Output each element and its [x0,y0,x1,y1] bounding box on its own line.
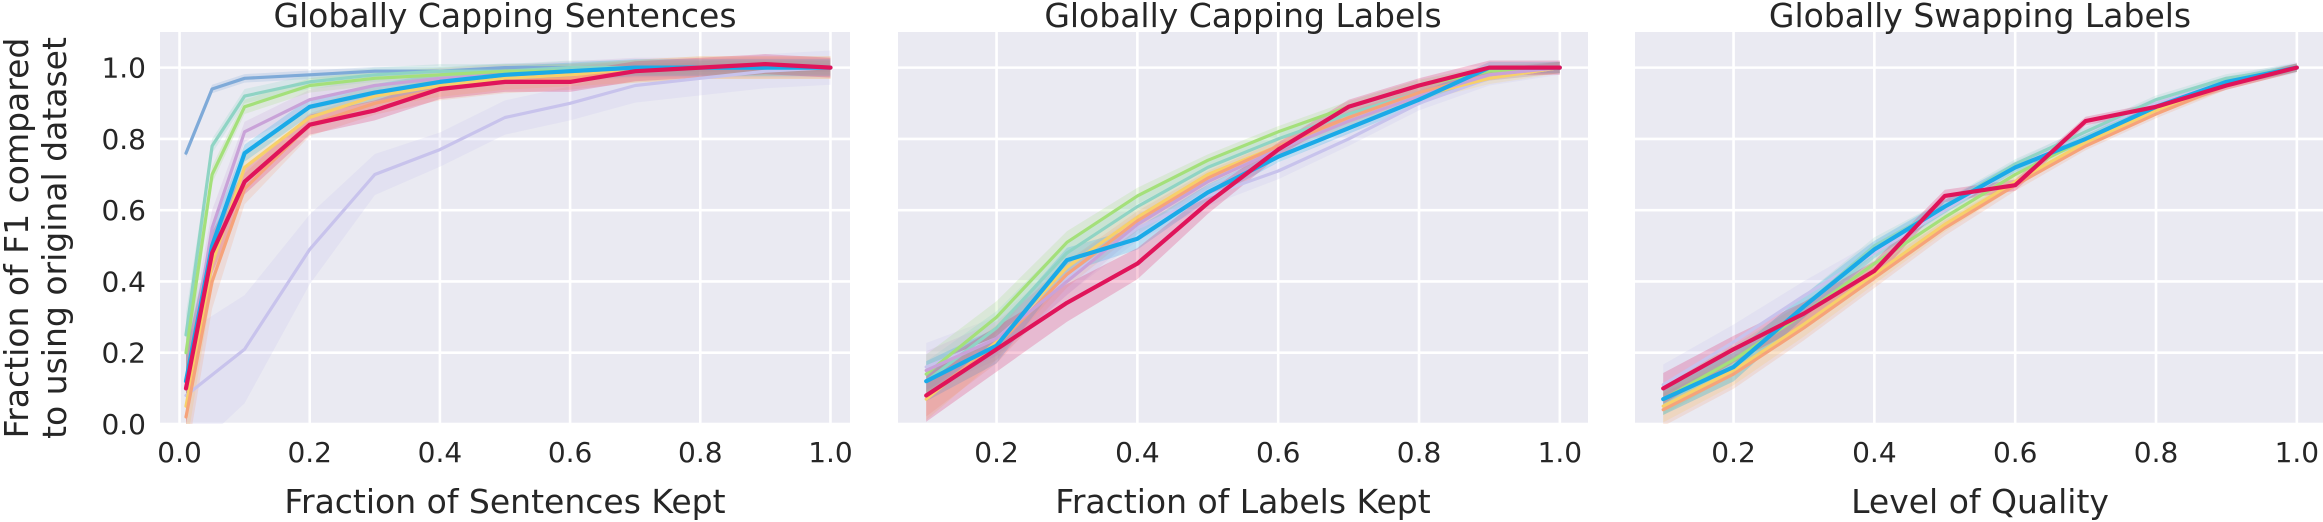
panel-title: Globally Capping Labels [1044,0,1441,35]
confidence-band [1663,63,2297,416]
x-tick-label: 0.2 [1711,436,1756,469]
x-tick-label: 0.8 [1397,436,1442,469]
x-tick-label: 1.0 [1538,436,1583,469]
confidence-band [926,61,1560,390]
series-line [183,61,833,391]
panel-2: 0.2 0.4 0.6 0.8 1.0 Globally Capping Labels Fr… [898,0,1588,521]
x-tick-label: 0.4 [1115,436,1160,469]
x-tick-label: 0.2 [287,436,332,469]
y-tick-label: 0.4 [101,265,146,298]
panel-3: 0.2 0.4 0.6 0.8 1.0 Globally Swapping Labels L… [1635,0,2323,521]
confidence-band [1663,63,2297,424]
y-tick-label: 0.2 [101,337,146,370]
x-axis-title: Fraction of Labels Kept [1055,482,1430,521]
series-line [1661,65,2299,412]
panel-title: Globally Capping Sentences [273,0,736,35]
x-tick-label: 0.6 [1256,436,1301,469]
x-tick-label: 0.4 [1852,436,1897,469]
y-axis-title-line2: to using original dataset [35,37,74,439]
series-line [1661,65,2299,391]
x-tick-label: 1.0 [2275,436,2320,469]
series-group [183,50,833,424]
x-tick-label: 1.0 [808,436,853,469]
y-tick-label: 0.8 [101,123,146,156]
y-tick-label: 1.0 [101,52,146,85]
panels: 0.0 0.2 0.4 0.6 0.8 1.0 0.0 0.2 0.4 0.6 0.8 1.0 Glob… [101,0,2323,521]
series-group [924,60,1562,422]
panel-1: 0.0 0.2 0.4 0.6 0.8 1.0 0.0 0.2 0.4 0.6 0.8 1.0 Glob… [101,0,852,521]
x-tick-label: 0.6 [1993,436,2038,469]
x-tick-label: 0.8 [678,436,723,469]
confidence-band [186,50,831,424]
x-axis-title: Level of Quality [1851,482,2109,521]
series-line [924,65,1562,398]
y-tick-label: 0.0 [101,408,146,441]
x-tick-label: 0.8 [2134,436,2179,469]
series-line [184,65,833,398]
confidence-band [1663,63,2297,416]
x-tick-label: 0.6 [548,436,593,469]
x-tick-label: 0.0 [157,436,202,469]
confidence-band [1663,63,2297,423]
x-tick-label: 0.4 [418,436,463,469]
confidence-band [186,60,831,357]
plot-area [898,32,1588,424]
y-tick-label: 0.6 [101,194,146,227]
confidence-band [926,60,1560,391]
x-axis-title: Fraction of Sentences Kept [284,482,725,521]
grid-lines [160,32,850,426]
y-axis-title-line1: Fraction of F1 compared [0,38,36,439]
x-tick-label: 0.2 [974,436,1019,469]
series-group [1661,61,2299,424]
panel-title: Globally Swapping Labels [1769,0,2191,35]
